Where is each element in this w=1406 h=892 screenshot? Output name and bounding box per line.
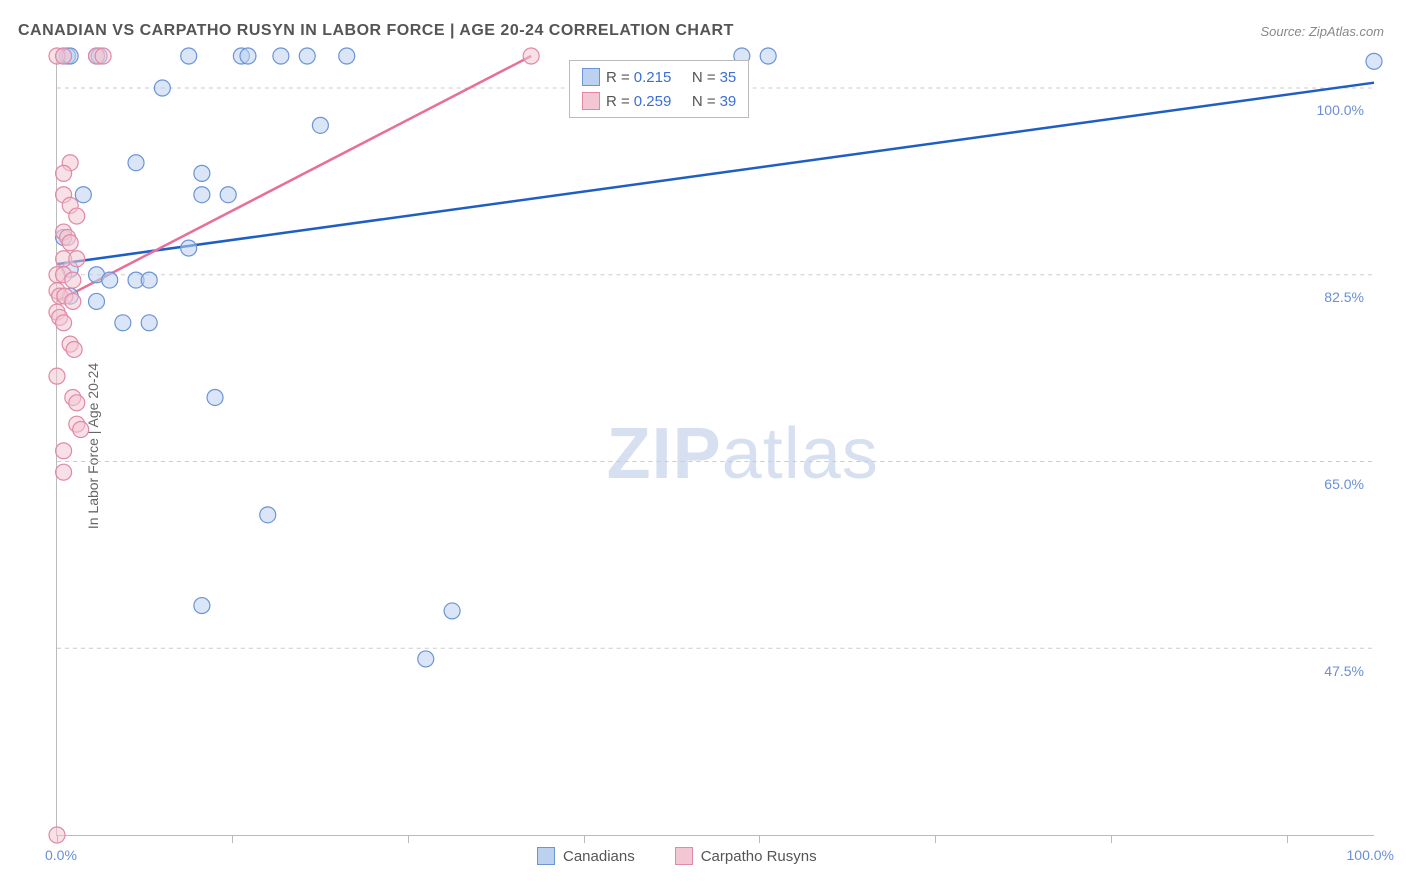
legend-swatch — [537, 847, 555, 865]
x-tick — [57, 835, 58, 843]
data-point — [56, 165, 72, 181]
y-grid-label: 82.5% — [1322, 289, 1366, 305]
legend-swatch — [582, 68, 600, 86]
data-point — [56, 48, 72, 64]
series-legend: Canadians Carpatho Rusyns — [537, 847, 817, 865]
data-point — [56, 443, 72, 459]
x-tick — [408, 835, 409, 843]
data-point — [128, 155, 144, 171]
data-point — [181, 240, 197, 256]
y-grid-label: 47.5% — [1322, 663, 1366, 679]
data-point — [89, 293, 105, 309]
data-point — [312, 117, 328, 133]
data-point — [194, 165, 210, 181]
data-point — [65, 293, 81, 309]
x-tick — [935, 835, 936, 843]
correlation-chart: CANADIAN VS CARPATHO RUSYN IN LABOR FORC… — [0, 0, 1406, 892]
data-point — [69, 395, 85, 411]
data-point — [220, 187, 236, 203]
data-point — [444, 603, 460, 619]
data-point — [260, 507, 276, 523]
data-point — [273, 48, 289, 64]
trend-line — [57, 56, 531, 301]
data-point — [95, 48, 111, 64]
x-tick — [759, 835, 760, 843]
legend-swatch — [675, 847, 693, 865]
data-point — [299, 48, 315, 64]
x-axis-min-label: 0.0% — [45, 847, 77, 863]
legend-swatch — [582, 92, 600, 110]
y-grid-label: 100.0% — [1315, 102, 1366, 118]
stats-legend: R = 0.215 N = 35R = 0.259 N = 39 — [569, 60, 749, 118]
data-point — [56, 315, 72, 331]
x-tick — [1111, 835, 1112, 843]
data-point — [75, 187, 91, 203]
series-legend-item: Carpatho Rusyns — [675, 847, 817, 865]
data-point — [69, 251, 85, 267]
x-tick — [232, 835, 233, 843]
plot-area: ZIPatlas R = 0.215 N = 35R = 0.259 N = 3… — [56, 56, 1374, 836]
series-legend-item: Canadians — [537, 847, 635, 865]
data-point — [523, 48, 539, 64]
data-point — [240, 48, 256, 64]
data-point — [115, 315, 131, 331]
data-point — [1366, 53, 1382, 69]
data-point — [65, 272, 81, 288]
data-point — [69, 208, 85, 224]
data-point — [49, 368, 65, 384]
data-point — [418, 651, 434, 667]
y-grid-label: 65.0% — [1322, 476, 1366, 492]
data-point — [194, 187, 210, 203]
data-point — [62, 235, 78, 251]
data-point — [339, 48, 355, 64]
data-point — [141, 315, 157, 331]
x-axis-max-label: 100.0% — [1347, 847, 1394, 863]
source-text: Source: ZipAtlas.com — [1260, 24, 1384, 39]
data-point — [66, 341, 82, 357]
data-point — [154, 80, 170, 96]
scatter-svg — [57, 56, 1374, 835]
legend-stat-row: R = 0.259 N = 39 — [582, 89, 736, 113]
x-tick — [1287, 835, 1288, 843]
data-point — [73, 422, 89, 438]
chart-title: CANADIAN VS CARPATHO RUSYN IN LABOR FORC… — [18, 22, 734, 40]
data-point — [194, 598, 210, 614]
data-point — [760, 48, 776, 64]
legend-stat-row: R = 0.215 N = 35 — [582, 65, 736, 89]
data-point — [181, 48, 197, 64]
data-point — [102, 272, 118, 288]
x-tick — [584, 835, 585, 843]
data-point — [207, 389, 223, 405]
data-point — [56, 464, 72, 480]
data-point — [141, 272, 157, 288]
